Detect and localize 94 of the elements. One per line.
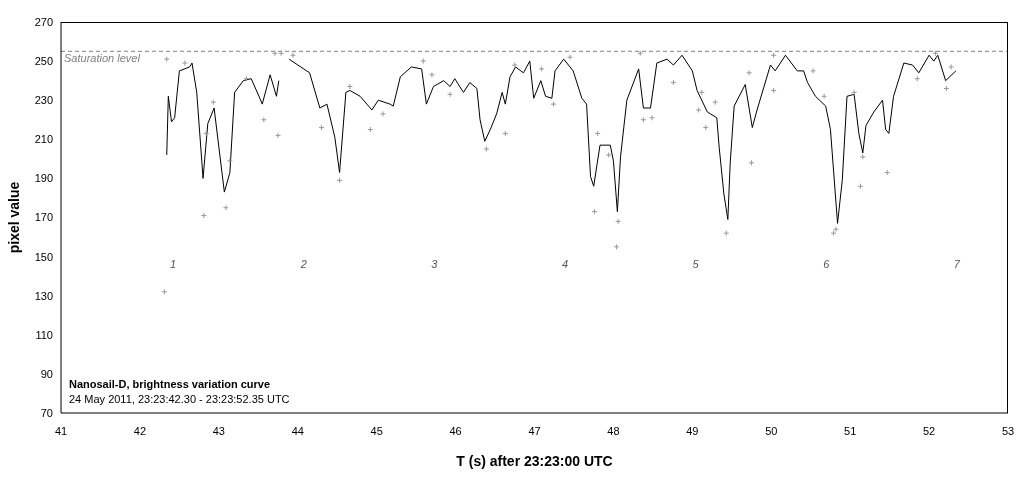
y-axis-title: pixel value xyxy=(5,181,22,254)
annotation: 7 xyxy=(953,258,960,270)
x-tick-label: 53 xyxy=(1001,424,1015,437)
point xyxy=(914,75,921,82)
point xyxy=(670,79,677,86)
point xyxy=(857,183,864,190)
point xyxy=(379,110,386,117)
annotation: 4 xyxy=(561,258,569,270)
point xyxy=(943,85,950,92)
x-tick-label: 42 xyxy=(133,424,147,437)
point xyxy=(447,91,454,98)
point xyxy=(367,126,374,133)
x-tick-label: 49 xyxy=(686,424,699,437)
point xyxy=(428,71,435,78)
point xyxy=(702,124,709,131)
point xyxy=(649,114,656,121)
x-tick-label: 52 xyxy=(922,424,936,437)
point xyxy=(243,75,250,82)
point xyxy=(275,132,282,139)
x-tick-label: 51 xyxy=(844,424,857,437)
point xyxy=(932,50,939,57)
annotation: 6 xyxy=(823,258,830,270)
x-tick-label: 44 xyxy=(291,424,304,437)
y-tick-label: 210 xyxy=(34,133,53,146)
point xyxy=(698,89,705,96)
annotation: 24 May 2011, 23:23:42.30 - 23:23:52.35 UTC xyxy=(69,392,290,407)
point xyxy=(483,146,490,153)
annotation: 3 xyxy=(431,258,438,270)
y-tick-label: 70 xyxy=(40,406,53,419)
y-tick-label: 90 xyxy=(40,367,53,380)
point xyxy=(163,56,170,63)
point xyxy=(181,60,188,67)
point xyxy=(226,157,233,164)
point xyxy=(613,243,620,250)
point xyxy=(511,62,518,69)
point xyxy=(538,65,545,72)
point xyxy=(222,204,229,211)
point xyxy=(210,99,217,106)
point xyxy=(594,130,601,137)
point xyxy=(567,54,574,61)
point xyxy=(748,159,755,166)
x-tick-label: 47 xyxy=(528,424,541,437)
x-tick-label: 46 xyxy=(449,424,462,437)
point xyxy=(810,67,817,74)
x-tick-label: 41 xyxy=(54,424,68,437)
point xyxy=(695,106,702,113)
point xyxy=(420,58,427,65)
point xyxy=(851,89,858,96)
point xyxy=(605,151,612,158)
point xyxy=(884,169,891,176)
point xyxy=(832,226,839,233)
point xyxy=(770,87,777,94)
annotation: Nanosail-D, brightness variation curve xyxy=(69,377,272,392)
point xyxy=(712,99,719,106)
point xyxy=(161,288,168,295)
annotation: 2 xyxy=(300,258,307,270)
y-tick-label: 190 xyxy=(34,172,53,185)
y-tick-label: 230 xyxy=(34,94,53,107)
point xyxy=(271,50,278,57)
point xyxy=(859,153,866,160)
point xyxy=(637,50,644,57)
point xyxy=(723,230,730,237)
y-tick-label: 250 xyxy=(34,55,53,67)
x-tick-label: 50 xyxy=(765,424,778,437)
point xyxy=(948,63,955,70)
point xyxy=(200,212,207,219)
point xyxy=(290,52,297,59)
y-tick-label: 170 xyxy=(34,211,53,224)
ref-line-label: Saturation level xyxy=(64,52,141,65)
point xyxy=(640,116,647,123)
y-tick-label: 270 xyxy=(34,15,53,28)
point xyxy=(203,130,210,137)
y-tick-label: 130 xyxy=(34,289,53,302)
y-tick-label: 150 xyxy=(34,250,53,263)
point xyxy=(502,130,509,137)
y-tick-label: 110 xyxy=(35,328,53,341)
annotation: 1 xyxy=(170,258,177,270)
point xyxy=(615,218,622,225)
point xyxy=(746,69,753,76)
point xyxy=(318,124,325,131)
point xyxy=(821,93,828,100)
point xyxy=(346,83,353,90)
x-tick-label: 43 xyxy=(212,424,225,437)
x-tick-label: 45 xyxy=(370,424,383,437)
point xyxy=(550,101,557,108)
annotation: 5 xyxy=(692,258,699,270)
x-axis-title: T (s) after 23:23:00 UTC xyxy=(456,453,613,469)
point xyxy=(260,116,267,123)
point xyxy=(830,230,837,237)
x-tick-label: 48 xyxy=(607,424,620,437)
point xyxy=(336,177,343,184)
point xyxy=(278,50,285,57)
point xyxy=(591,208,598,215)
point xyxy=(770,52,777,59)
